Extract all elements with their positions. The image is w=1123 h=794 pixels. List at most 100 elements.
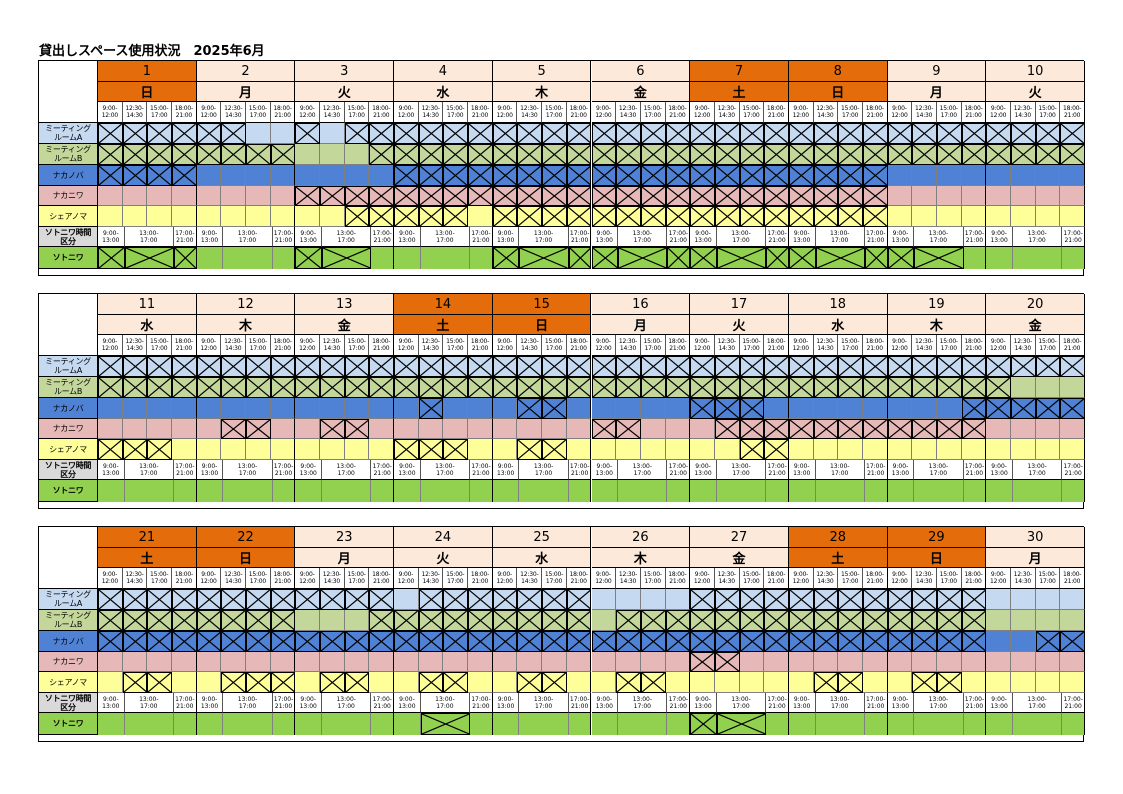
booked-cell[interactable] [369,186,395,206]
available-cell[interactable] [986,206,1011,227]
available-cell[interactable] [591,589,617,610]
available-cell[interactable] [1010,672,1036,693]
booked-cell[interactable] [468,610,493,631]
booked-cell[interactable] [838,206,863,227]
outdoor-booked-cell[interactable] [591,247,619,269]
available-cell[interactable] [443,419,469,439]
available-cell[interactable] [122,206,148,227]
booked-cell[interactable] [468,123,493,144]
outdoor-available-cell[interactable] [272,247,296,269]
booked-cell[interactable] [912,123,937,144]
available-cell[interactable] [246,165,271,186]
booked-cell[interactable] [542,186,567,206]
booked-cell[interactable] [714,652,740,672]
outdoor-available-cell[interactable] [173,480,197,502]
booked-cell[interactable] [98,610,123,631]
booked-cell[interactable] [418,589,444,610]
available-cell[interactable] [246,652,271,672]
booked-cell[interactable] [862,206,888,227]
booked-cell[interactable] [443,144,469,165]
available-cell[interactable] [369,439,395,460]
available-cell[interactable] [320,439,345,460]
available-cell[interactable] [912,439,937,460]
available-cell[interactable] [98,398,123,419]
booked-cell[interactable] [517,356,543,377]
booked-cell[interactable] [443,631,469,652]
booked-cell[interactable] [221,123,247,144]
booked-cell[interactable] [443,356,469,377]
booked-cell[interactable] [813,419,839,439]
available-cell[interactable] [986,652,1011,672]
booked-cell[interactable] [591,186,617,206]
available-cell[interactable] [887,186,913,206]
outdoor-available-cell[interactable] [864,480,888,502]
booked-cell[interactable] [616,631,641,652]
available-cell[interactable] [344,652,370,672]
available-cell[interactable] [986,165,1011,186]
available-cell[interactable] [196,419,222,439]
available-cell[interactable] [492,398,518,419]
available-cell[interactable] [986,631,1011,652]
outdoor-booked-cell[interactable] [667,247,691,269]
outdoor-available-cell[interactable] [470,480,493,502]
booked-cell[interactable] [98,377,123,398]
booked-cell[interactable] [714,356,740,377]
outdoor-available-cell[interactable] [667,480,691,502]
outdoor-booked-cell[interactable] [914,247,964,269]
available-cell[interactable] [295,419,321,439]
booked-cell[interactable] [98,144,123,165]
available-cell[interactable] [98,419,123,439]
outdoor-available-cell[interactable] [887,713,915,735]
booked-cell[interactable] [492,123,518,144]
booked-cell[interactable] [690,652,715,672]
available-cell[interactable] [98,652,123,672]
available-cell[interactable] [221,652,247,672]
booked-cell[interactable] [640,672,666,693]
booked-cell[interactable] [517,377,543,398]
available-cell[interactable] [221,398,247,419]
booked-cell[interactable] [98,631,123,652]
booked-cell[interactable] [492,589,518,610]
booked-cell[interactable] [936,419,962,439]
booked-cell[interactable] [739,589,765,610]
available-cell[interactable] [196,186,222,206]
available-cell[interactable] [887,165,913,186]
available-cell[interactable] [394,398,419,419]
available-cell[interactable] [172,186,197,206]
available-cell[interactable] [1035,206,1061,227]
booked-cell[interactable] [887,123,913,144]
available-cell[interactable] [912,398,937,419]
available-cell[interactable] [912,186,937,206]
available-cell[interactable] [591,672,617,693]
booked-cell[interactable] [344,419,370,439]
outdoor-available-cell[interactable] [1012,247,1063,269]
available-cell[interactable] [936,398,962,419]
booked-cell[interactable] [838,123,863,144]
booked-cell[interactable] [788,144,814,165]
available-cell[interactable] [788,398,814,419]
available-cell[interactable] [616,398,641,419]
booked-cell[interactable] [344,123,370,144]
available-cell[interactable] [616,439,641,460]
available-cell[interactable] [344,610,370,631]
booked-cell[interactable] [714,377,740,398]
available-cell[interactable] [147,206,173,227]
booked-cell[interactable] [443,206,469,227]
booked-cell[interactable] [690,186,715,206]
booked-cell[interactable] [221,144,247,165]
booked-cell[interactable] [1035,123,1061,144]
booked-cell[interactable] [542,206,567,227]
available-cell[interactable] [320,165,345,186]
outdoor-available-cell[interactable] [371,480,395,502]
outdoor-available-cell[interactable] [618,480,668,502]
booked-cell[interactable] [936,356,962,377]
outdoor-available-cell[interactable] [1012,713,1063,735]
available-cell[interactable] [838,652,863,672]
outdoor-available-cell[interactable] [196,247,224,269]
booked-cell[interactable] [221,356,247,377]
booked-cell[interactable] [862,144,888,165]
booked-cell[interactable] [616,377,641,398]
booked-cell[interactable] [196,144,222,165]
booked-cell[interactable] [542,610,567,631]
available-cell[interactable] [295,610,321,631]
